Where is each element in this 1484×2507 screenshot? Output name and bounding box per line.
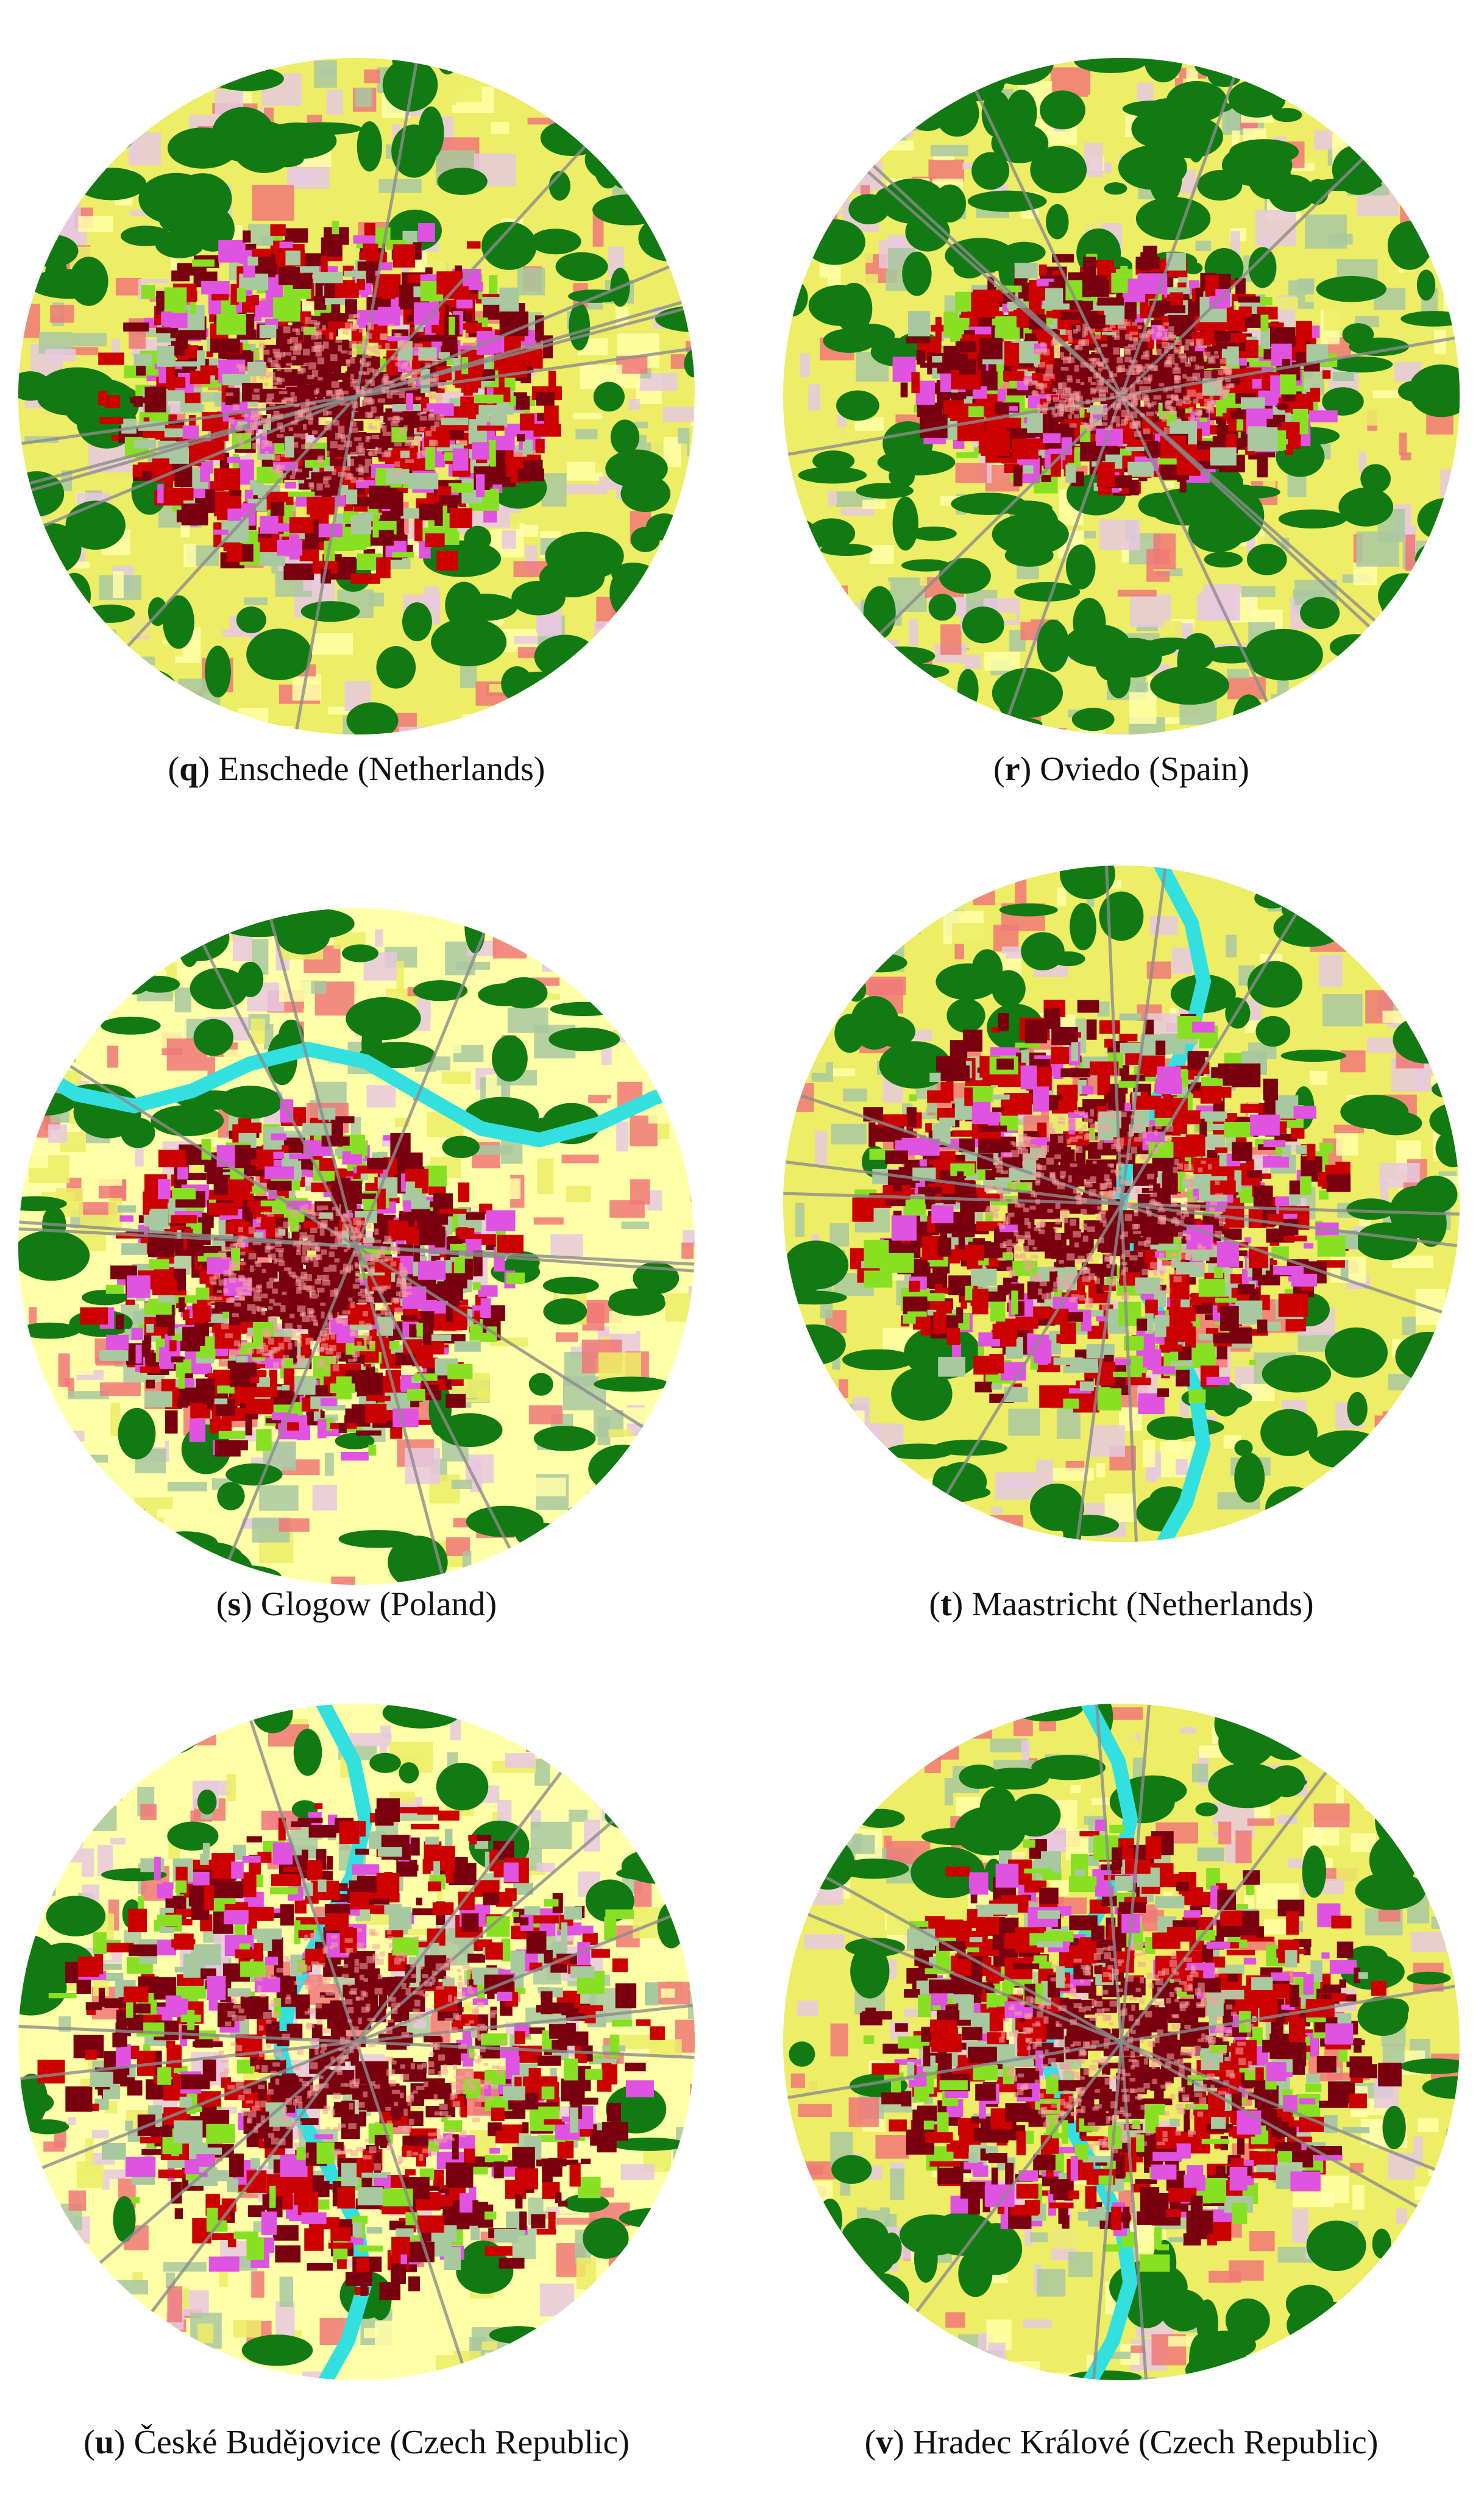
caption-city-q: Enschede (Netherlands) (218, 750, 545, 788)
map-ceske-budejovice (18, 1704, 695, 2380)
caption-city-t: Maastricht (Netherlands) (971, 1585, 1314, 1623)
map-hradec-kralove (783, 1704, 1460, 2380)
map-enschede (18, 58, 695, 734)
caption-city-v: Hradec Králové (Czech Republic) (912, 2423, 1379, 2461)
map-oviedo (783, 58, 1460, 734)
caption-q: (q) Enschede (Netherlands) (168, 750, 545, 788)
caption-letter-t: t (940, 1585, 952, 1623)
caption-city-r: Oviedo (Spain) (1040, 750, 1249, 788)
caption-u: (u) České Budějovice (Czech Republic) (83, 2423, 630, 2461)
caption-v: (v) Hradec Králové (Czech Republic) (864, 2423, 1379, 2461)
caption-letter-r: r (1004, 750, 1020, 788)
caption-t: (t) Maastricht (Netherlands) (929, 1585, 1314, 1623)
map-glogow (18, 908, 695, 1585)
caption-r: (r) Oviedo (Spain) (993, 750, 1249, 788)
caption-city-s: Glogow (Poland) (260, 1585, 497, 1623)
caption-letter-q: q (179, 750, 199, 788)
caption-city-u: České Budějovice (Czech Republic) (133, 2423, 630, 2461)
caption-letter-v: v (876, 2423, 893, 2461)
caption-s: (s) Glogow (Poland) (216, 1585, 497, 1623)
caption-letter-s: s (227, 1585, 241, 1623)
map-maastricht (783, 866, 1460, 1542)
caption-letter-u: u (94, 2423, 114, 2461)
